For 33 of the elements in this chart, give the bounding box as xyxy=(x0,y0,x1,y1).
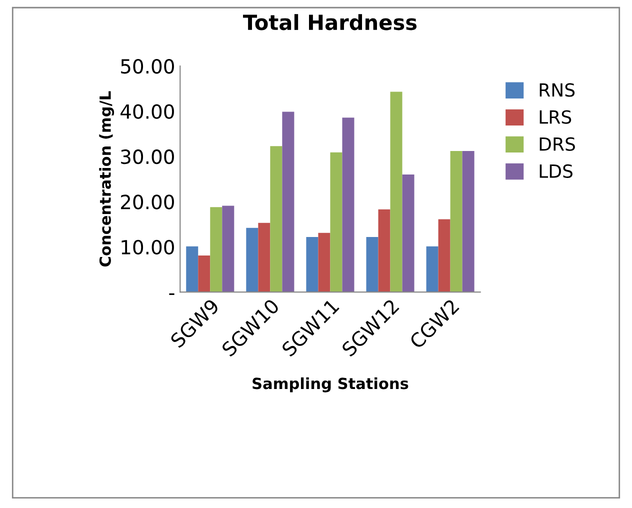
bar xyxy=(186,246,198,292)
bar xyxy=(390,92,402,292)
bar xyxy=(210,207,222,292)
bar xyxy=(270,146,282,292)
bar xyxy=(318,232,330,292)
y-tick-label: 40.00 xyxy=(120,104,174,119)
x-axis-title: Sampling Stations xyxy=(252,377,408,392)
bar xyxy=(462,151,474,292)
bar xyxy=(282,112,294,292)
y-tick-label: 50.00 xyxy=(121,58,174,74)
bar xyxy=(378,209,390,292)
bar xyxy=(366,236,378,292)
bar xyxy=(438,219,450,292)
bar xyxy=(222,206,234,292)
bar xyxy=(402,174,414,292)
bar xyxy=(306,236,318,292)
y-tick-label: 10.00 xyxy=(122,240,174,255)
y-tick-label: - xyxy=(169,293,174,295)
y-tick-label: 20.00 xyxy=(121,194,174,210)
bar xyxy=(330,152,342,292)
legend-label: LRS xyxy=(540,110,572,124)
y-tick-label: 30.00 xyxy=(121,149,174,164)
bar xyxy=(198,255,210,292)
bar xyxy=(246,228,258,292)
legend-label: LDS xyxy=(540,164,572,178)
bar xyxy=(258,222,270,292)
y-axis-title: Concentration (mg/L xyxy=(99,91,114,267)
bar xyxy=(342,118,354,292)
legend-label: DRS xyxy=(540,137,575,151)
legend-label: RNS xyxy=(540,83,575,97)
bar xyxy=(426,246,438,292)
bar xyxy=(450,151,462,292)
chart-title: Total Hardness xyxy=(243,14,417,30)
